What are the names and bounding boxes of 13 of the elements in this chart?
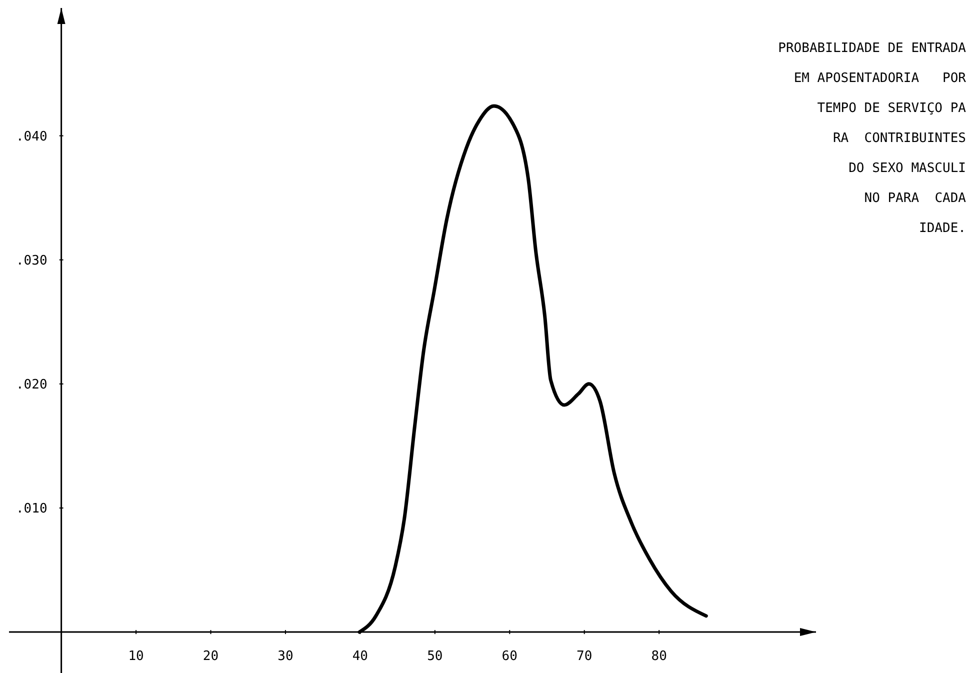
x-tick-label: 70 [576, 649, 592, 664]
x-tick-label: 30 [278, 649, 294, 664]
x-tick-label: 50 [427, 649, 443, 664]
y-tick-label: .040 [16, 129, 48, 144]
y-tick-label: .030 [16, 253, 48, 268]
text: PROBABILIDADE DE ENTRADA EM APOSENTADORIA POR TEMPO DE SERVIÇO PA RA CONTRIBUINTES DO SEXO MASCULI NO PARA CADA IDADE. [777, 40, 966, 238]
y-tick-label: .010 [16, 502, 48, 517]
x-tick-label: 60 [502, 649, 518, 664]
x-tick-label: 20 [202, 649, 219, 664]
x-tick-label: 80 [651, 649, 667, 664]
y-tick-label: .020 [16, 377, 48, 392]
x-tick-label: 40 [352, 649, 368, 664]
x-tick-label: 10 [128, 649, 144, 664]
